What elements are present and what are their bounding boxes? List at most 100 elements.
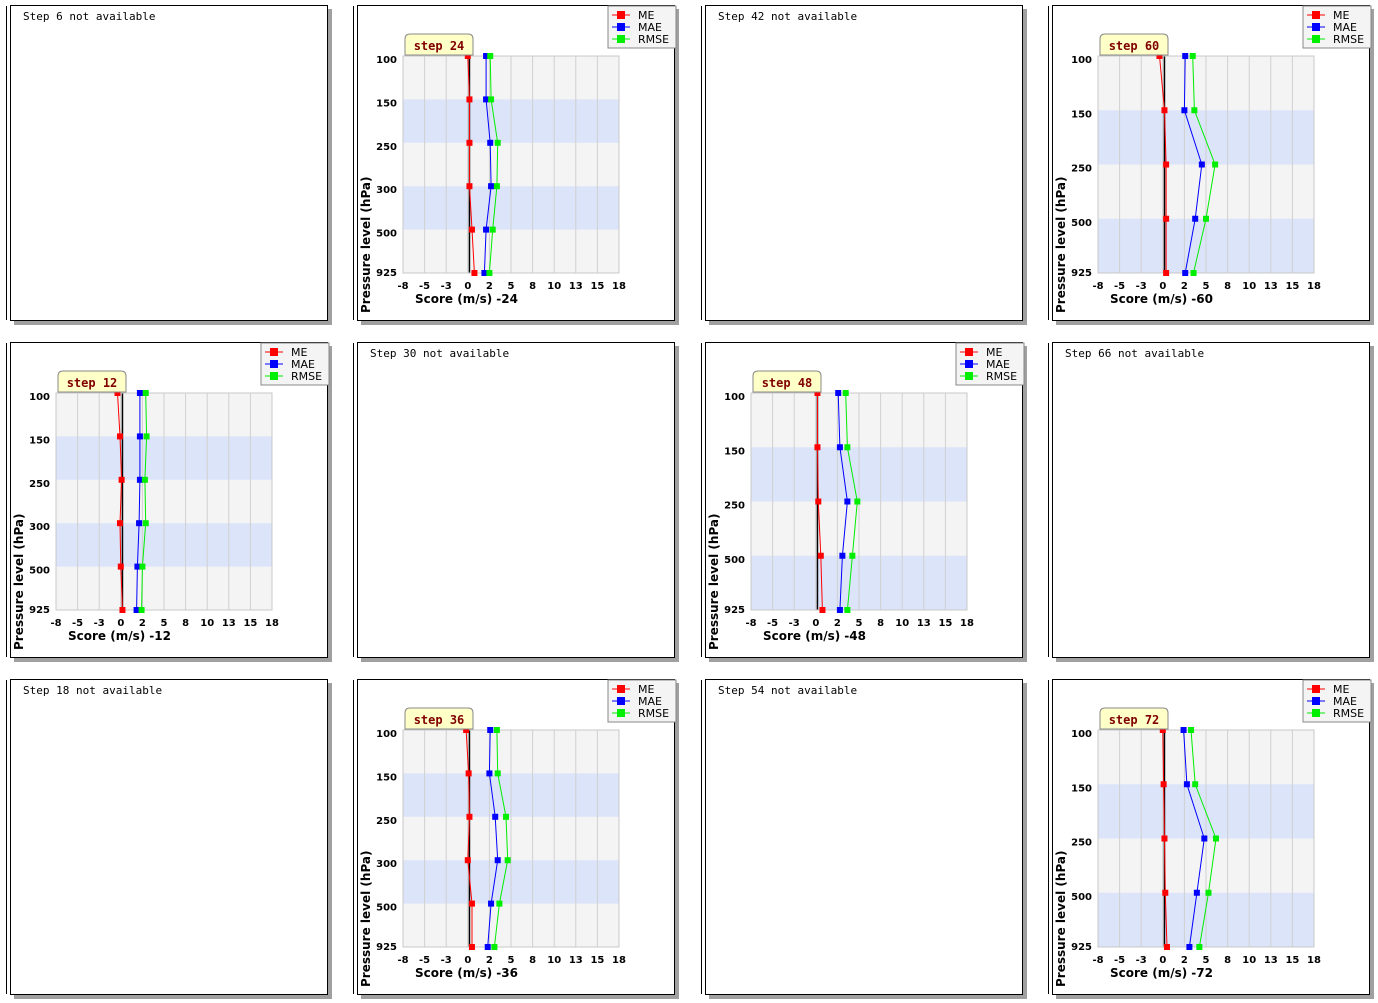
- legend-swatch-mae: [965, 360, 973, 368]
- point-rmse: [504, 857, 511, 864]
- point-mae: [136, 433, 143, 440]
- legend-label: MAE: [1333, 21, 1357, 34]
- panel-p30: Step 30 not available: [353, 342, 675, 658]
- panel-edge: [6, 6, 7, 320]
- point-rmse: [487, 53, 494, 59]
- y-tick-label: 500: [1071, 892, 1092, 903]
- y-axis-title: Pressure level (hPa): [1054, 851, 1068, 988]
- point-rmse: [1189, 53, 1196, 59]
- x-axis-title: Score (m/s) -24: [415, 292, 518, 306]
- x-axis-title: Score (m/s) -36: [415, 966, 518, 980]
- x-axis-title: Score (m/s) -48: [763, 629, 866, 643]
- profile-chart: 100 150 250 300 500 925-8 -5 -3 0 2 5 8 10 13 15 18 Scor…: [359, 5, 677, 313]
- point-mae: [1198, 161, 1205, 168]
- point-me: [1162, 889, 1169, 896]
- panel-p54: Step 54 not available: [701, 679, 1023, 995]
- step-label-tab: step 72: [1099, 707, 1169, 730]
- x-tick-label: 18: [612, 281, 626, 292]
- plot-frame: [1097, 729, 1315, 948]
- legend-swatch-rmse: [617, 709, 625, 717]
- x-axis-label: Score (m/s): [415, 292, 492, 306]
- series-line-me: [117, 392, 123, 611]
- point-mae: [1182, 270, 1189, 276]
- point-mae: [1181, 107, 1188, 114]
- point-mae: [839, 552, 846, 559]
- point-rmse: [1212, 161, 1219, 168]
- point-mae: [1183, 781, 1190, 788]
- point-mae: [136, 390, 143, 396]
- point-me: [1161, 107, 1168, 114]
- x-tick-label: 10: [547, 281, 561, 292]
- x-tick-label: -8: [397, 955, 408, 966]
- x-tick-label: 5: [1203, 281, 1210, 292]
- step-tab-shape: [404, 707, 474, 730]
- x-tick-label: -8: [1092, 955, 1103, 966]
- x-tick-label: 13: [569, 955, 583, 966]
- panel-edge: [353, 343, 354, 657]
- legend-label: ME: [638, 683, 654, 696]
- legend-label: MAE: [638, 21, 662, 34]
- point-me: [815, 498, 822, 505]
- plot-frame: [55, 392, 273, 611]
- y-tick-label: 300: [29, 522, 50, 533]
- panel-edge: [6, 343, 7, 657]
- legend-label: ME: [1333, 683, 1349, 696]
- x-tick-label: 8: [1224, 955, 1231, 966]
- legend-swatch-me: [617, 11, 625, 19]
- x-tick-label: 15: [938, 618, 952, 629]
- x-tick-label: 15: [243, 618, 257, 629]
- x-axis-title: Score (m/s) -72: [1110, 966, 1213, 980]
- point-me: [466, 96, 473, 103]
- x-axis-suffix: -72: [1191, 966, 1213, 980]
- point-rmse: [854, 498, 861, 505]
- series-line-me: [467, 55, 475, 274]
- panel-edge: [353, 680, 354, 994]
- point-mae: [134, 563, 141, 570]
- legend-swatch-me: [1312, 11, 1320, 19]
- x-tick-label: 15: [1285, 955, 1299, 966]
- y-tick-label: 150: [376, 98, 397, 109]
- x-tick-label: 13: [917, 618, 931, 629]
- step-label-tab: step 12: [57, 370, 127, 393]
- legend-swatch-rmse: [1312, 35, 1320, 43]
- point-me: [468, 226, 475, 233]
- step-tab-shape: [404, 33, 474, 56]
- x-tick-label: 2: [486, 281, 493, 292]
- not-available-message: Step 18 not available: [23, 684, 163, 697]
- x-tick-label: 8: [529, 281, 536, 292]
- y-tick-label: 300: [376, 185, 397, 196]
- y-axis-title: Pressure level (hPa): [707, 514, 721, 651]
- x-tick-label: 0: [1159, 281, 1166, 292]
- y-tick-label: 250: [1071, 164, 1092, 175]
- panel-p72: 100 150 250 500 925 -8 -5 -3 0 2 5 8 10 13 15 18 Score (…: [1048, 679, 1372, 995]
- point-me: [119, 607, 126, 613]
- x-tick-label: 2: [486, 955, 493, 966]
- x-tick-label: -3: [789, 618, 800, 629]
- y-tick-label: 500: [1071, 218, 1092, 229]
- x-axis-title: Score (m/s) -60: [1110, 292, 1213, 306]
- x-axis-label: Score (m/s): [1110, 966, 1187, 980]
- x-tick-label: -5: [419, 955, 430, 966]
- x-tick-label: -8: [50, 618, 61, 629]
- x-tick-label: 0: [464, 955, 471, 966]
- point-rmse: [1192, 781, 1199, 788]
- legend-swatch-rmse: [1312, 709, 1320, 717]
- step-tab-shape: [1099, 33, 1169, 56]
- point-mae: [836, 444, 843, 451]
- y-tick-label: 500: [724, 555, 745, 566]
- step-label: step 72: [1109, 713, 1160, 727]
- point-rmse: [488, 96, 495, 103]
- series-line-mae: [136, 393, 141, 611]
- x-tick-label: -8: [1092, 281, 1103, 292]
- x-axis-title: Score (m/s) -12: [68, 629, 171, 643]
- point-rmse: [493, 727, 500, 733]
- y-tick-label: 500: [376, 229, 397, 240]
- y-tick-label: 150: [1071, 109, 1092, 120]
- legend-swatch-rmse: [270, 372, 278, 380]
- panel-p60: 100 150 250 500 925 -8 -5 -3 0 2 5 8 10 13 15 18 Score (…: [1048, 5, 1372, 321]
- panel-p6: Step 6 not available: [6, 5, 328, 321]
- x-tick-label: 0: [117, 618, 124, 629]
- point-me: [1163, 161, 1170, 168]
- plot-frame: [750, 392, 968, 611]
- y-tick-label: 250: [376, 816, 397, 827]
